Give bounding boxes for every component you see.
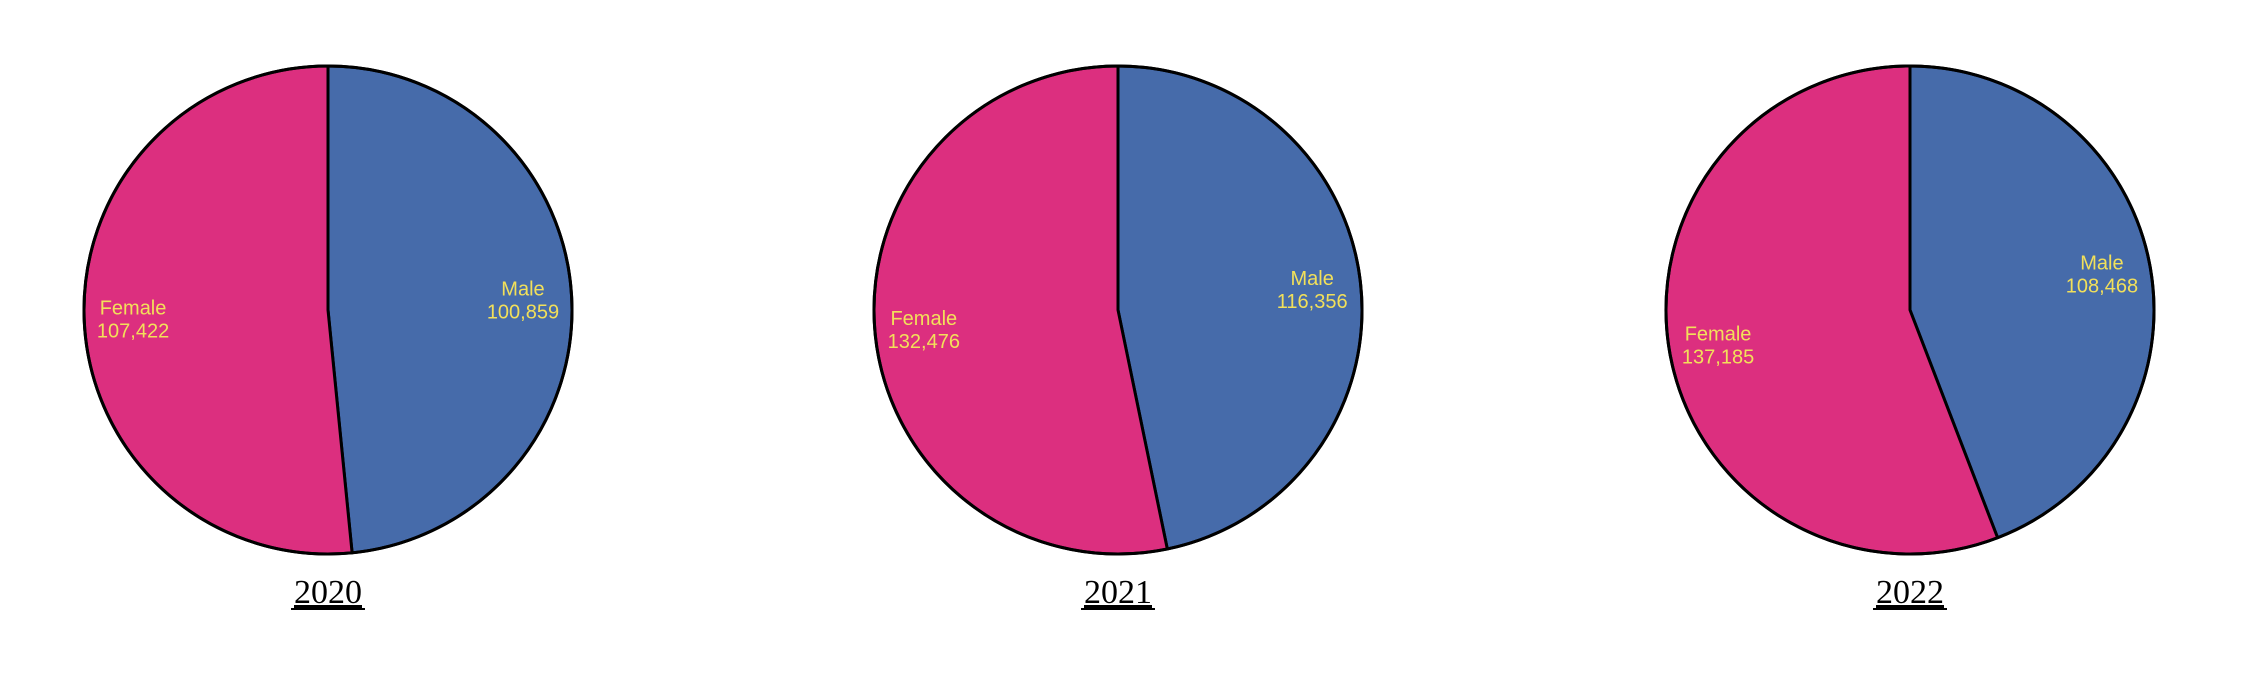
slice-value: 132,476	[888, 331, 960, 353]
pie-chart-2020: Male 100,859 Female 107,422 2020	[82, 64, 574, 611]
slice-value: 100,859	[487, 301, 559, 323]
slice-label-male: Male 116,356	[1277, 268, 1348, 313]
slice-name: Male	[1291, 268, 1334, 290]
slice-label-female: Female 137,185	[1682, 324, 1754, 369]
slice-value: 107,422	[97, 321, 169, 343]
pie-outline	[1664, 64, 2156, 556]
slice-name: Male	[501, 278, 544, 300]
slice-label-male: Male 100,859	[487, 278, 559, 323]
year-label: 2020	[294, 574, 362, 611]
pie-chart-2021: Male 116,356 Female 132,476 2021	[872, 64, 1364, 611]
slice-value: 116,356	[1277, 291, 1348, 313]
slice-label-female: Female 107,422	[97, 298, 169, 343]
slice-name: Male	[2080, 252, 2123, 274]
slice-name: Female	[890, 308, 957, 330]
pie-outline	[872, 64, 1364, 556]
slice-name: Female	[100, 298, 167, 320]
slice-value: 108,468	[2066, 275, 2138, 297]
year-label: 2022	[1876, 574, 1944, 611]
slice-name: Female	[1685, 324, 1752, 346]
slice-label-male: Male 108,468	[2066, 252, 2138, 297]
pie-outline	[82, 64, 574, 556]
slice-value: 137,185	[1682, 347, 1754, 369]
year-label: 2021	[1084, 574, 1152, 611]
slice-label-female: Female 132,476	[888, 308, 960, 353]
pie-chart-2022: Male 108,468 Female 137,185 2022	[1664, 64, 2156, 611]
